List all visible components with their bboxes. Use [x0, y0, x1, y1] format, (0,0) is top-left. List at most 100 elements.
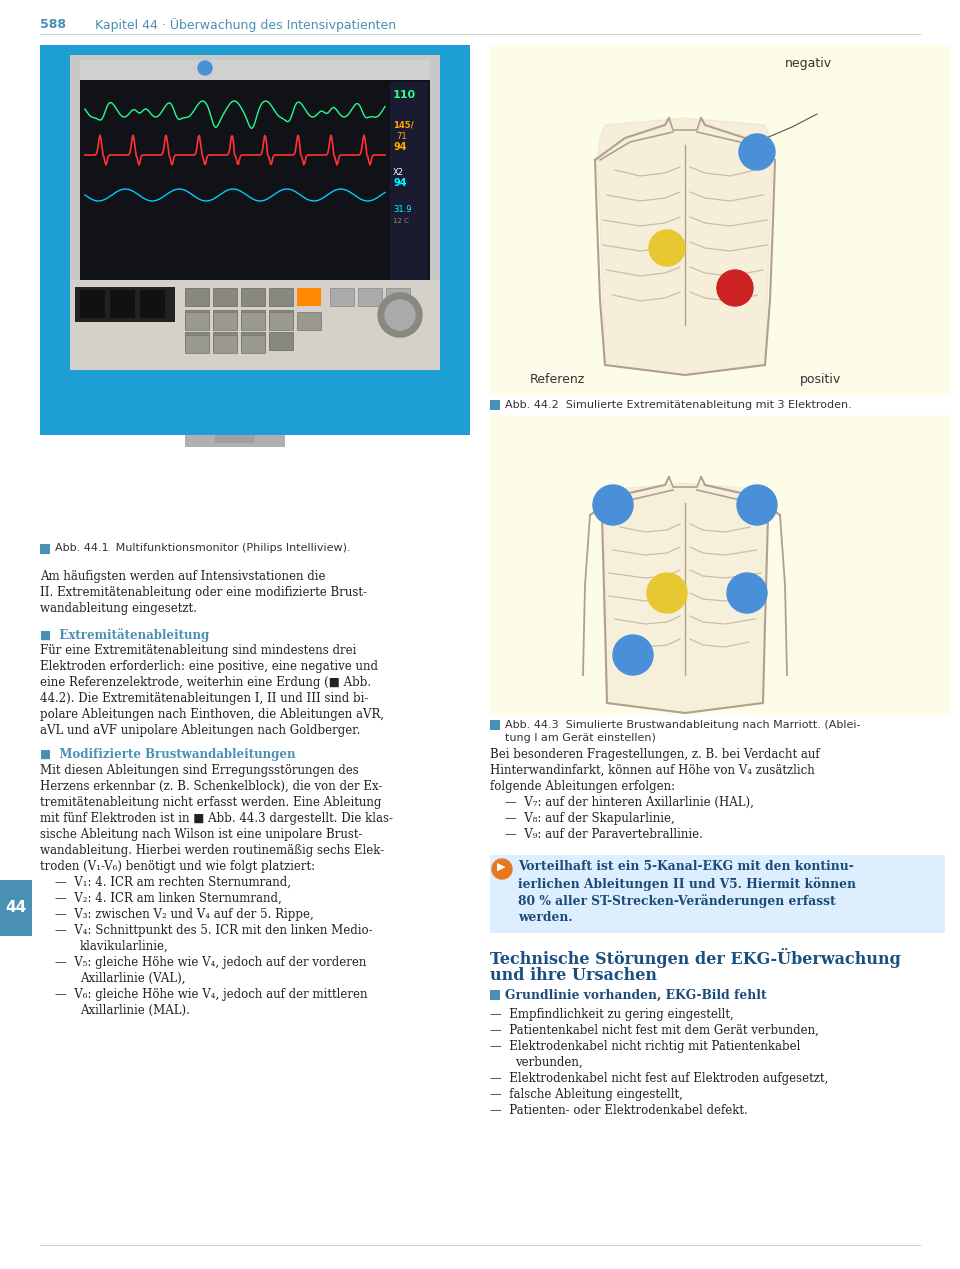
Text: Elektroden erforderlich: eine positive, eine negative und: Elektroden erforderlich: eine positive, …	[40, 660, 378, 673]
Text: positiv: positiv	[800, 373, 841, 386]
Circle shape	[717, 270, 753, 306]
Bar	[185, 335, 209, 353]
Circle shape	[739, 135, 775, 170]
Bar	[185, 288, 209, 306]
Bar	[241, 312, 265, 330]
Bar	[490, 400, 500, 410]
Bar	[0, 879, 32, 937]
Bar	[213, 335, 237, 353]
Text: 31.9: 31.9	[393, 206, 412, 214]
Circle shape	[649, 230, 685, 266]
Text: 94: 94	[393, 178, 406, 188]
Text: —  V₁: 4. ICR am rechten Sternumrand,: — V₁: 4. ICR am rechten Sternumrand,	[55, 876, 291, 890]
Text: —  Patientenkabel nicht fest mit dem Gerät verbunden,: — Patientenkabel nicht fest mit dem Gerä…	[490, 1024, 819, 1037]
Bar	[185, 332, 209, 350]
Text: Axillarlinie (MAL).: Axillarlinie (MAL).	[80, 1004, 190, 1016]
Text: —  V₄: Schnittpunkt des 5. ICR mit den linken Medio-: — V₄: Schnittpunkt des 5. ICR mit den li…	[55, 924, 372, 937]
Text: —  Patienten- oder Elektrodenkabel defekt.: — Patienten- oder Elektrodenkabel defekt…	[490, 1104, 748, 1117]
Text: 44.2). Die Extremitätenableitungen I, II und III sind bi-: 44.2). Die Extremitätenableitungen I, II…	[40, 692, 369, 706]
Text: 588: 588	[40, 18, 66, 30]
Text: mit fünf Elektroden ist in ■ Abb. 44.3 dargestellt. Die klas-: mit fünf Elektroden ist in ■ Abb. 44.3 d…	[40, 812, 393, 825]
Text: werden.: werden.	[518, 911, 572, 924]
Text: Kapitel 44 · Überwachung des Intensivpatienten: Kapitel 44 · Überwachung des Intensivpat…	[95, 18, 396, 32]
Bar	[185, 435, 285, 447]
Text: —  V₇: auf der hinteren Axillarlinie (HAL),: — V₇: auf der hinteren Axillarlinie (HAL…	[505, 796, 754, 810]
Bar	[490, 990, 500, 1000]
Text: Am häufigsten werden auf Intensivstationen die: Am häufigsten werden auf Intensivstation…	[40, 570, 325, 582]
Bar	[330, 288, 354, 306]
Bar	[241, 335, 265, 353]
Bar	[80, 291, 105, 319]
Text: tremitätenableitung nicht erfasst werden. Eine Ableitung: tremitätenableitung nicht erfasst werden…	[40, 796, 381, 810]
Text: folgende Ableitungen erfolgen:: folgende Ableitungen erfolgen:	[490, 780, 675, 793]
Bar	[213, 312, 237, 330]
Circle shape	[378, 293, 422, 338]
Circle shape	[198, 61, 212, 75]
Text: —  Empfindlichkeit zu gering eingestellt,: — Empfindlichkeit zu gering eingestellt,	[490, 1008, 733, 1022]
Bar	[490, 44, 950, 395]
Bar	[110, 291, 135, 319]
Text: Abb. 44.3  Simulierte Brustwandableitung nach Marriott. (Ablei-: Abb. 44.3 Simulierte Brustwandableitung …	[505, 720, 860, 730]
Bar	[40, 544, 50, 555]
Text: II. Extremitätenableitung oder eine modifizierte Brust-: II. Extremitätenableitung oder eine modi…	[40, 586, 367, 599]
Bar	[75, 287, 175, 322]
Bar	[185, 312, 209, 330]
Bar	[297, 288, 321, 306]
Text: verbunden,: verbunden,	[515, 1056, 583, 1068]
Bar	[213, 310, 237, 327]
Circle shape	[613, 634, 653, 675]
Bar	[269, 288, 293, 306]
Text: Technische Störungen der EKG-Überwachung: Technische Störungen der EKG-Überwachung	[490, 948, 900, 968]
Circle shape	[385, 299, 415, 330]
Bar	[241, 288, 265, 306]
Bar	[490, 855, 945, 933]
Bar	[140, 291, 165, 319]
Text: —  V₂: 4. ICR am linken Sternumrand,: — V₂: 4. ICR am linken Sternumrand,	[55, 892, 281, 905]
Text: —  Elektrodenkabel nicht fest auf Elektroden aufgesetzt,: — Elektrodenkabel nicht fest auf Elektro…	[490, 1072, 828, 1085]
Text: wandableitung. Hierbei werden routinemäßig sechs Elek-: wandableitung. Hierbei werden routinemäß…	[40, 844, 384, 857]
Text: 94: 94	[393, 142, 406, 152]
Text: 80 % aller ST-Strecken-Veränderungen erfasst: 80 % aller ST-Strecken-Veränderungen erf…	[518, 893, 836, 907]
Bar	[80, 60, 430, 80]
Text: Abb. 44.2  Simulierte Extremitätenableitung mit 3 Elektroden.: Abb. 44.2 Simulierte Extremitätenableitu…	[505, 400, 852, 410]
Text: ■  Extremitätenableitung: ■ Extremitätenableitung	[40, 628, 209, 642]
Bar	[386, 288, 410, 306]
Text: Grundlinie vorhanden, EKG-Bild fehlt: Grundlinie vorhanden, EKG-Bild fehlt	[505, 989, 767, 1003]
Text: 44: 44	[6, 900, 27, 915]
Text: ■  Modifizierte Brustwandableitungen: ■ Modifizierte Brustwandableitungen	[40, 747, 296, 761]
Text: —  V₅: gleiche Höhe wie V₄, jedoch auf der vorderen: — V₅: gleiche Höhe wie V₄, jedoch auf de…	[55, 956, 367, 970]
Text: ierlichen Ableitungen II und V5. Hiermit können: ierlichen Ableitungen II und V5. Hiermit…	[518, 877, 856, 891]
Text: Herzens erkennbar (z. B. Schenkelblock), die von der Ex-: Herzens erkennbar (z. B. Schenkelblock),…	[40, 780, 382, 793]
Text: Vorteilhaft ist ein 5-Kanal-EKG mit den kontinu-: Vorteilhaft ist ein 5-Kanal-EKG mit den …	[518, 860, 853, 873]
Text: Abb. 44.1  Multifunktionsmonitor (Philips Intelliview).: Abb. 44.1 Multifunktionsmonitor (Philips…	[55, 543, 350, 553]
Bar	[490, 415, 950, 714]
Bar	[80, 80, 430, 280]
Text: —  falsche Ableitung eingestellt,: — falsche Ableitung eingestellt,	[490, 1088, 683, 1101]
Text: wandableitung eingesetzt.: wandableitung eingesetzt.	[40, 602, 197, 615]
Text: tung I am Gerät einstellen): tung I am Gerät einstellen)	[505, 733, 656, 744]
Circle shape	[727, 574, 767, 613]
Circle shape	[492, 859, 512, 879]
Text: Hinterwandinfarkt, können auf Höhe von V₄ zusätzlich: Hinterwandinfarkt, können auf Höhe von V…	[490, 764, 815, 777]
Polygon shape	[602, 483, 768, 713]
Bar	[358, 288, 382, 306]
Text: 145/: 145/	[393, 121, 414, 129]
Text: —  V₃: zwischen V₂ und V₄ auf der 5. Rippe,: — V₃: zwischen V₂ und V₄ auf der 5. Ripp…	[55, 909, 314, 921]
Bar	[269, 312, 293, 330]
Text: —  V₉: auf der Paravertebrallinie.: — V₉: auf der Paravertebrallinie.	[505, 827, 703, 841]
Bar	[215, 435, 255, 443]
Text: 71: 71	[396, 132, 407, 141]
Text: und ihre Ursachen: und ihre Ursachen	[490, 967, 657, 983]
Text: —  V₆: gleiche Höhe wie V₄, jedoch auf der mittleren: — V₆: gleiche Höhe wie V₄, jedoch auf de…	[55, 989, 368, 1001]
Bar	[241, 310, 265, 327]
Text: Bei besonderen Fragestellungen, z. B. bei Verdacht auf: Bei besonderen Fragestellungen, z. B. be…	[490, 747, 820, 761]
Text: ▶: ▶	[497, 862, 506, 872]
Text: Für eine Extremitätenableitung sind mindestens drei: Für eine Extremitätenableitung sind mind…	[40, 643, 356, 657]
Polygon shape	[597, 118, 773, 376]
Text: Mit diesen Ableitungen sind Erregungsstörungen des: Mit diesen Ableitungen sind Erregungsstö…	[40, 764, 359, 777]
Bar	[241, 332, 265, 350]
Text: —  V₈: auf der Skapularlinie,: — V₈: auf der Skapularlinie,	[505, 812, 675, 825]
Bar	[70, 280, 440, 371]
Bar	[390, 82, 428, 280]
Bar	[297, 312, 321, 330]
